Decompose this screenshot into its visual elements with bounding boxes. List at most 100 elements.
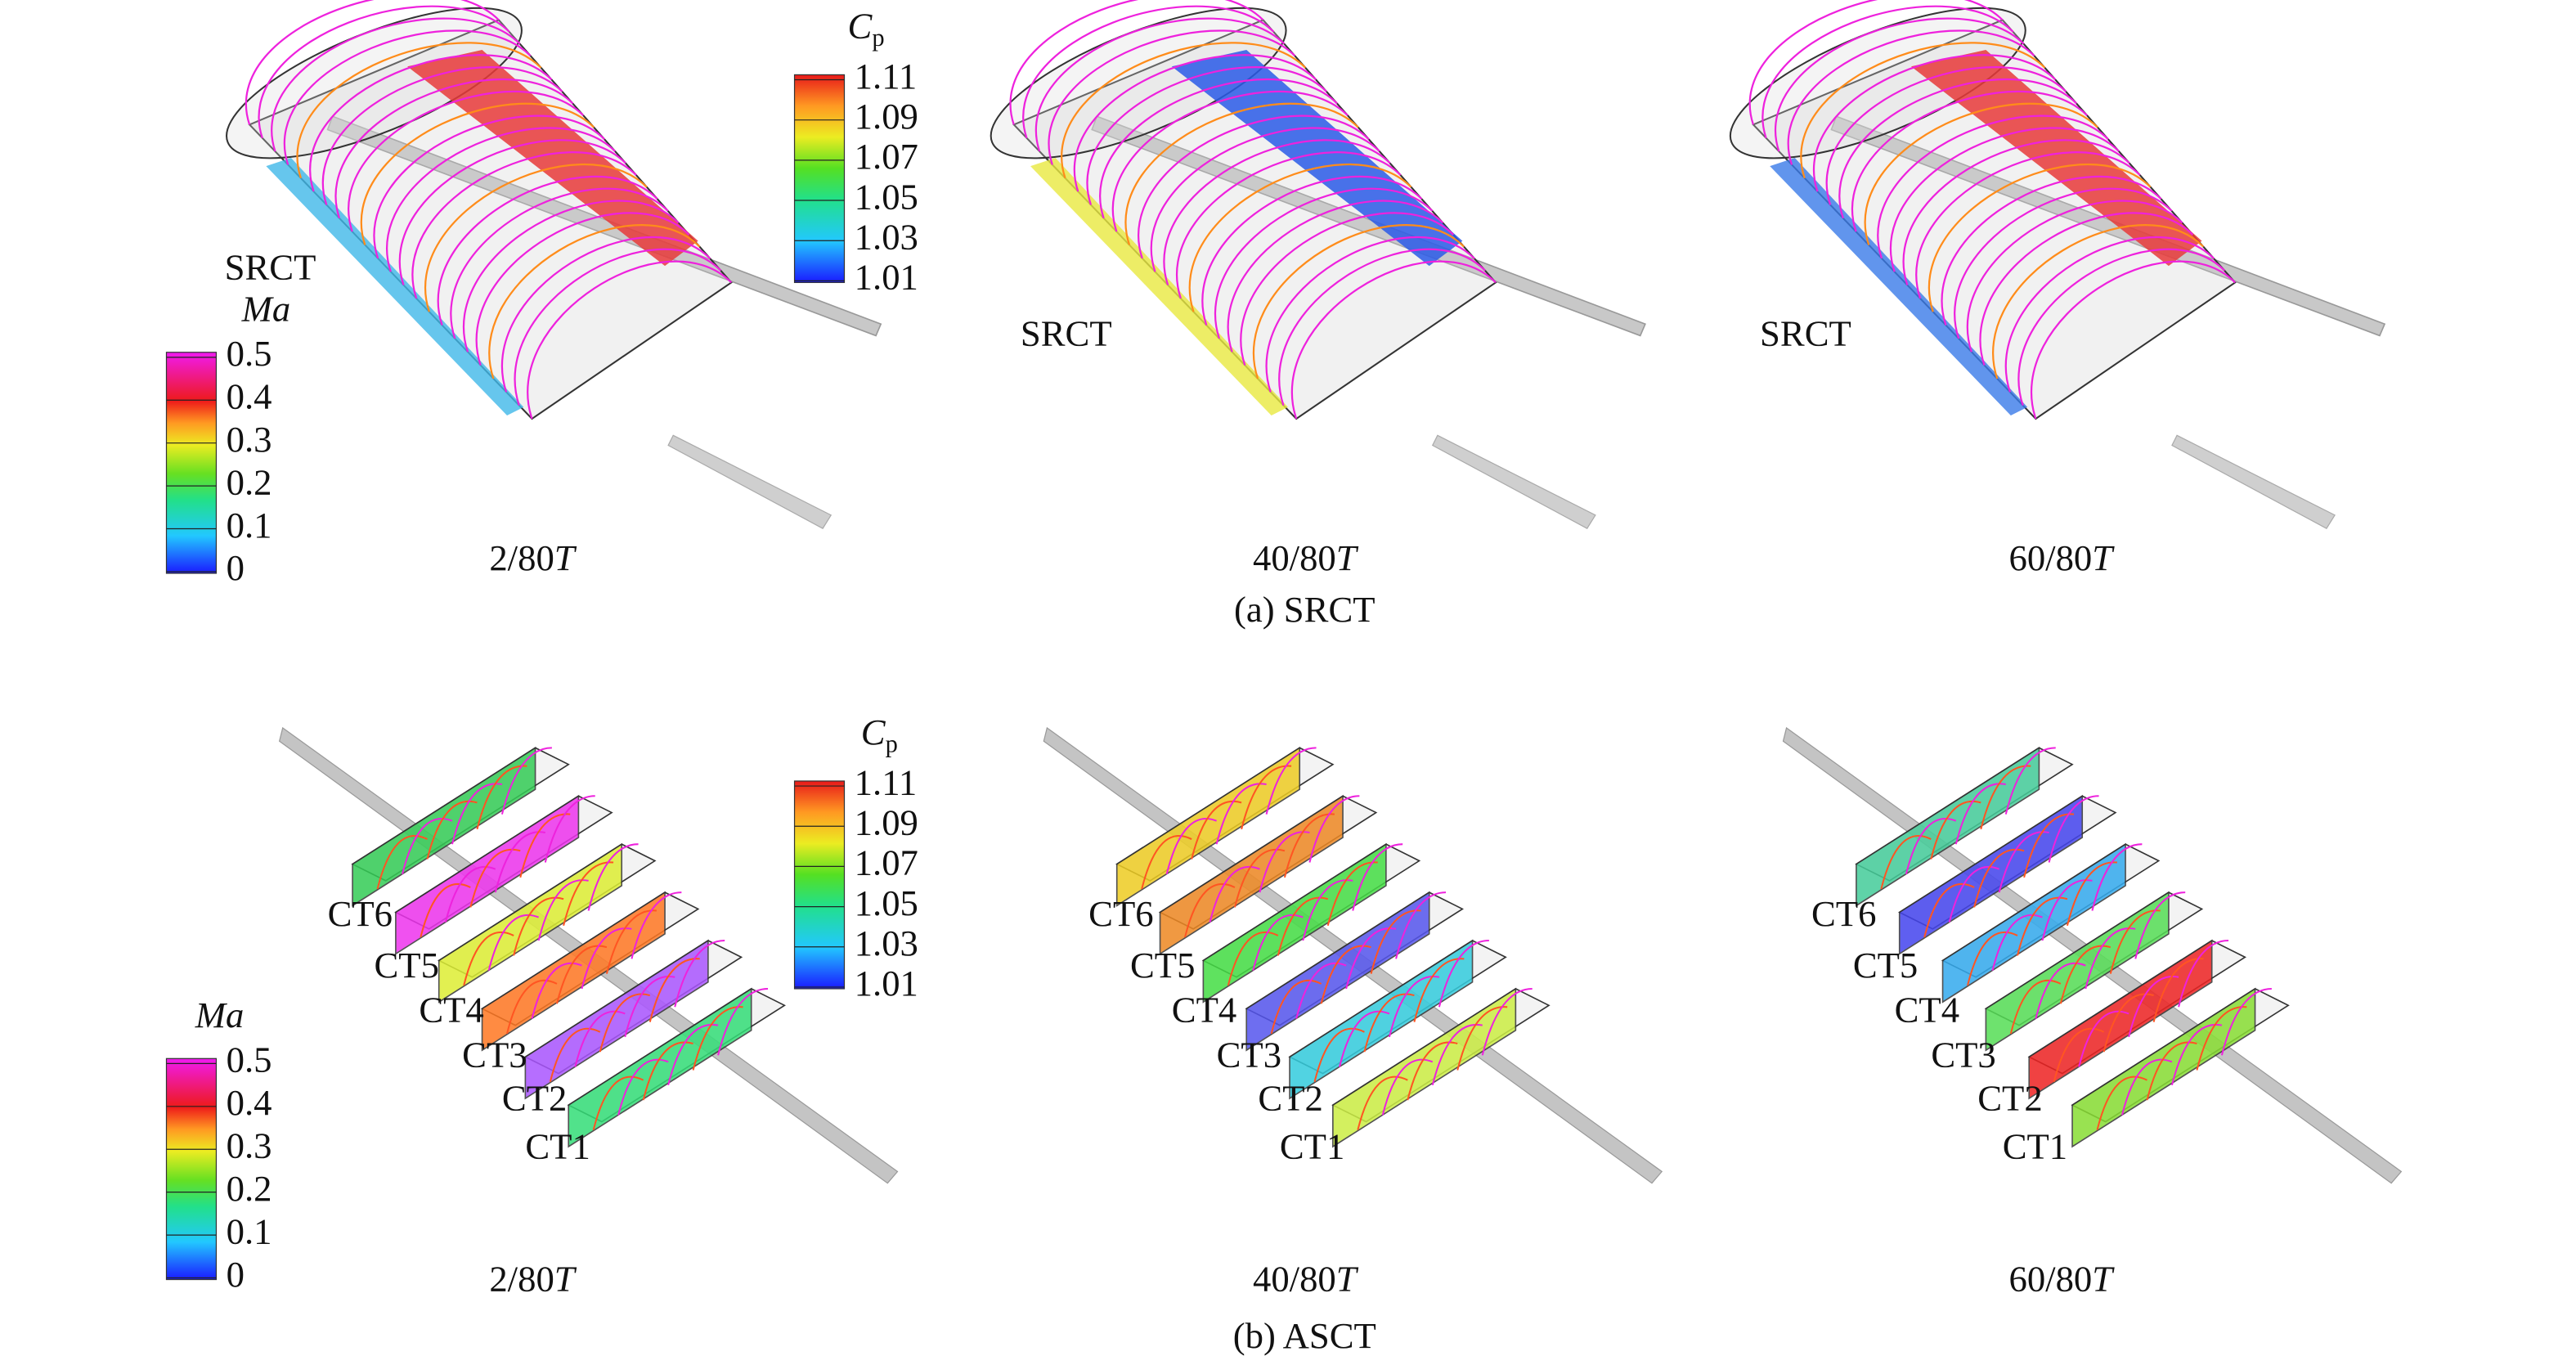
streamline — [1352, 843, 1403, 911]
pressure-strip — [266, 158, 524, 415]
time-unit: T — [2092, 1259, 2115, 1300]
streamline — [1966, 200, 2183, 352]
cp-tick-label: 1.05 — [855, 176, 918, 217]
streamline — [1991, 914, 2043, 971]
ma-tick-label: 0.3 — [227, 1125, 272, 1166]
streamline — [475, 212, 690, 366]
streamline — [321, 66, 563, 205]
streamline — [2152, 958, 2204, 1022]
streamline — [1851, 90, 2088, 232]
streamline — [1800, 42, 2046, 179]
streamline — [1438, 940, 1489, 1008]
streamline — [642, 1041, 693, 1101]
box-face — [481, 891, 666, 1052]
frame-label: CT2 — [1258, 1077, 1322, 1118]
cp-tick-label: 1.11 — [855, 56, 918, 97]
streamline — [386, 127, 616, 272]
streamline — [1111, 90, 1349, 232]
box-face — [2028, 939, 2213, 1100]
streamline — [1395, 891, 1447, 959]
streamline — [1073, 54, 1317, 192]
streamline — [1973, 848, 2025, 908]
streamline — [513, 896, 564, 956]
streamline — [2009, 979, 2062, 1035]
streamline — [500, 236, 711, 393]
streamline — [1991, 224, 2205, 379]
streamline — [1413, 958, 1465, 1022]
streamline — [1295, 962, 1347, 1019]
streamline — [488, 224, 701, 379]
streamline — [1022, 5, 1275, 139]
box-face — [352, 746, 536, 907]
streamline — [373, 114, 605, 259]
cp-tick-label: 1.07 — [855, 842, 918, 883]
streamline — [506, 979, 558, 1035]
streamline — [1175, 151, 1402, 299]
streamline — [592, 1075, 644, 1130]
pressure-strip — [1770, 158, 2028, 415]
cp-tick-label: 1.09 — [855, 802, 918, 843]
streamline — [1941, 175, 2162, 326]
streamline — [1163, 139, 1391, 285]
streamline — [1761, 5, 2014, 139]
box-face — [438, 842, 623, 1004]
pressure-strip — [407, 49, 698, 267]
box-face — [1985, 891, 2170, 1052]
streamline — [1184, 882, 1236, 938]
streamline — [360, 102, 595, 245]
streamline — [1915, 151, 2141, 299]
cp-title-letter: C — [861, 712, 886, 752]
streamline — [1889, 127, 2120, 272]
streamline — [717, 987, 769, 1056]
streamline — [574, 1010, 626, 1067]
streamline — [1141, 835, 1192, 890]
pressure-strip — [1030, 158, 1288, 415]
streamline — [2023, 813, 2075, 878]
streamline — [296, 42, 542, 179]
cp-colorbar — [793, 780, 846, 990]
frame-label: CT4 — [1172, 990, 1236, 1030]
streamline — [2035, 962, 2086, 1019]
streamline — [549, 1027, 601, 1082]
streamline — [2030, 260, 2236, 420]
streamline — [2134, 891, 2186, 959]
ma-tick-label: 0.4 — [227, 1082, 272, 1123]
blade — [2171, 434, 2336, 529]
frame-label: SRCT — [225, 246, 316, 287]
ma-tick-label: 0.5 — [227, 1039, 272, 1080]
cp-tick-label: 1.03 — [855, 216, 918, 257]
time-unit: T — [554, 1259, 577, 1300]
streamline — [2004, 236, 2215, 393]
streamline — [1241, 765, 1292, 830]
frame-label: CT6 — [1088, 893, 1153, 934]
streamline — [376, 835, 428, 890]
streamline — [1954, 187, 2173, 339]
streamline — [444, 865, 496, 923]
time-unit: T — [2092, 537, 2115, 578]
frame-label: CT1 — [2003, 1125, 2067, 1166]
frame-label: CT3 — [1217, 1035, 1281, 1075]
streamline — [1775, 17, 2025, 152]
time-value: 60/80 — [2008, 1259, 2092, 1300]
frame-label: CT2 — [1977, 1077, 2042, 1118]
streamline — [426, 800, 478, 860]
streamline — [258, 5, 510, 139]
pressure-strip — [1171, 49, 1463, 267]
panel-caption: (a) SRCT — [1234, 589, 1376, 630]
streamline — [631, 891, 682, 959]
cp-tick-label: 1.01 — [855, 963, 918, 1004]
streamline — [2178, 940, 2229, 1008]
cp-colorbar — [793, 74, 846, 284]
ma-tick-label: 0 — [227, 547, 245, 588]
frame-label: CT4 — [1895, 990, 1959, 1030]
streamline — [2053, 1027, 2105, 1082]
streamline — [1009, 0, 1264, 125]
box-face — [1898, 794, 2084, 955]
streamline — [402, 818, 453, 875]
streamline — [674, 940, 725, 1008]
frame-label: CT6 — [328, 893, 393, 934]
cp-title: Cp — [861, 712, 898, 757]
panel-caption: (b) ASCT — [1233, 1315, 1376, 1356]
streamline — [2017, 248, 2226, 406]
